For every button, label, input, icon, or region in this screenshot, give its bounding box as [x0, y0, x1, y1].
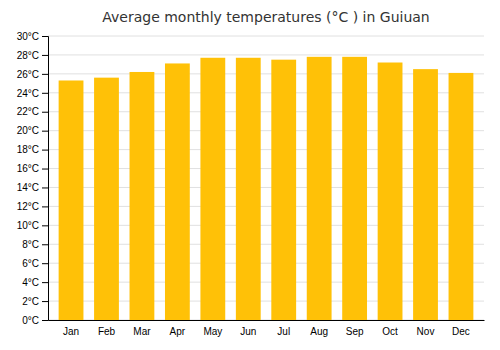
y-tick: 10°C	[17, 220, 48, 231]
y-tick: 4°C	[22, 277, 48, 288]
y-tick: 14°C	[17, 182, 48, 193]
x-tick: Dec	[452, 326, 470, 337]
bar	[342, 57, 367, 320]
bar	[307, 57, 332, 320]
bar	[165, 63, 190, 320]
y-tick-label: 14°C	[17, 182, 39, 193]
y-tick: 18°C	[17, 144, 48, 155]
x-tick: Feb	[98, 326, 116, 337]
y-tick-mark	[42, 282, 48, 283]
x-tick: Aug	[310, 326, 328, 337]
y-tick-mark	[42, 131, 48, 132]
bar	[94, 78, 119, 320]
x-tick-label: Oct	[382, 326, 398, 337]
bar	[236, 58, 261, 320]
x-tick-label: Apr	[170, 326, 186, 337]
y-tick-mark	[42, 206, 48, 207]
y-tick: 28°C	[17, 50, 48, 61]
y-tick: 30°C	[17, 31, 48, 42]
y-tick-mark	[42, 301, 48, 302]
x-tick: Sep	[346, 326, 364, 337]
x-tick: Jan	[63, 326, 79, 337]
y-tick: 2°C	[22, 296, 48, 307]
y-tick-label: 20°C	[17, 125, 39, 136]
bar	[130, 72, 155, 320]
y-tick: 24°C	[17, 88, 48, 99]
y-tick-label: 16°C	[17, 163, 39, 174]
x-tick-label: Mar	[133, 326, 151, 337]
grid-line	[48, 54, 484, 55]
y-tick-label: 30°C	[17, 31, 39, 42]
chart: 0°C 2°C 4°C 6°C 8°C 10°C 12°C 14°C 16°C 18°C 20°C 2…	[0, 0, 500, 350]
bar	[200, 58, 225, 320]
y-tick-mark	[42, 36, 48, 37]
y-tick-mark	[42, 93, 48, 94]
x-tick: Jul	[277, 326, 290, 337]
y-tick-mark	[42, 263, 48, 264]
bar	[378, 63, 403, 320]
x-tick-label: Sep	[346, 326, 364, 337]
y-axis: 0°C 2°C 4°C 6°C 8°C 10°C 12°C 14°C 16°C 18°C 20°C 2…	[17, 31, 49, 326]
y-tick: 0°C	[22, 315, 48, 326]
y-tick-mark	[42, 112, 48, 113]
y-tick-label: 18°C	[17, 144, 39, 155]
y-tick-mark	[42, 320, 48, 321]
x-tick-label: Jul	[277, 326, 290, 337]
x-tick: Apr	[170, 326, 186, 337]
bar	[271, 60, 296, 320]
y-axis-line	[42, 37, 49, 321]
x-tick-label: Jan	[63, 326, 79, 337]
y-tick: 6°C	[22, 258, 48, 269]
y-tick-label: 28°C	[17, 50, 39, 61]
plot: 0°C 2°C 4°C 6°C 8°C 10°C 12°C 14°C 16°C 18°C 20°C 2…	[17, 31, 485, 337]
grid	[48, 36, 484, 320]
y-tick-label: 26°C	[17, 69, 39, 80]
y-tick-label: 12°C	[17, 201, 39, 212]
bar	[449, 73, 474, 320]
bars	[59, 57, 474, 320]
y-tick-label: 8°C	[22, 239, 39, 250]
x-tick-label: May	[203, 326, 222, 337]
x-tick-label: Aug	[310, 326, 328, 337]
y-tick-mark	[42, 150, 48, 151]
x-tick: Nov	[417, 326, 435, 337]
y-tick-mark	[42, 225, 48, 226]
y-tick: 12°C	[17, 201, 48, 212]
x-tick: Mar	[133, 326, 151, 337]
x-tick: Jun	[240, 326, 256, 337]
y-tick-label: 2°C	[22, 296, 39, 307]
y-tick: 16°C	[17, 163, 48, 174]
grid-line	[48, 36, 484, 37]
y-tick-label: 6°C	[22, 258, 39, 269]
x-tick-label: Jun	[240, 326, 256, 337]
y-tick: 20°C	[17, 125, 48, 136]
bar	[413, 69, 438, 320]
x-tick-label: Dec	[452, 326, 470, 337]
y-tick-label: 0°C	[22, 315, 39, 326]
title: Average monthly temperatures (°C ) in Gu…	[102, 9, 430, 25]
y-tick-mark	[42, 187, 48, 188]
y-tick-label: 4°C	[22, 277, 39, 288]
x-tick-label: Feb	[98, 326, 116, 337]
y-tick-mark	[42, 244, 48, 245]
x-tick: Oct	[382, 326, 398, 337]
x-axis: Jan Feb Mar Apr May Jun Jul Aug Sep Oct Nov Dec	[49, 321, 485, 338]
y-tick-label: 10°C	[17, 220, 39, 231]
y-tick-mark	[42, 74, 48, 75]
y-tick-label: 22°C	[17, 106, 39, 117]
x-tick: May	[203, 326, 222, 337]
y-tick-mark	[42, 55, 48, 56]
x-tick-label: Nov	[417, 326, 435, 337]
x-axis-line	[49, 320, 485, 321]
y-tick: 26°C	[17, 69, 48, 80]
y-tick-label: 24°C	[17, 88, 39, 99]
y-tick: 8°C	[22, 239, 48, 250]
y-tick: 22°C	[17, 106, 48, 117]
y-tick-mark	[42, 169, 48, 170]
bar	[59, 80, 84, 320]
